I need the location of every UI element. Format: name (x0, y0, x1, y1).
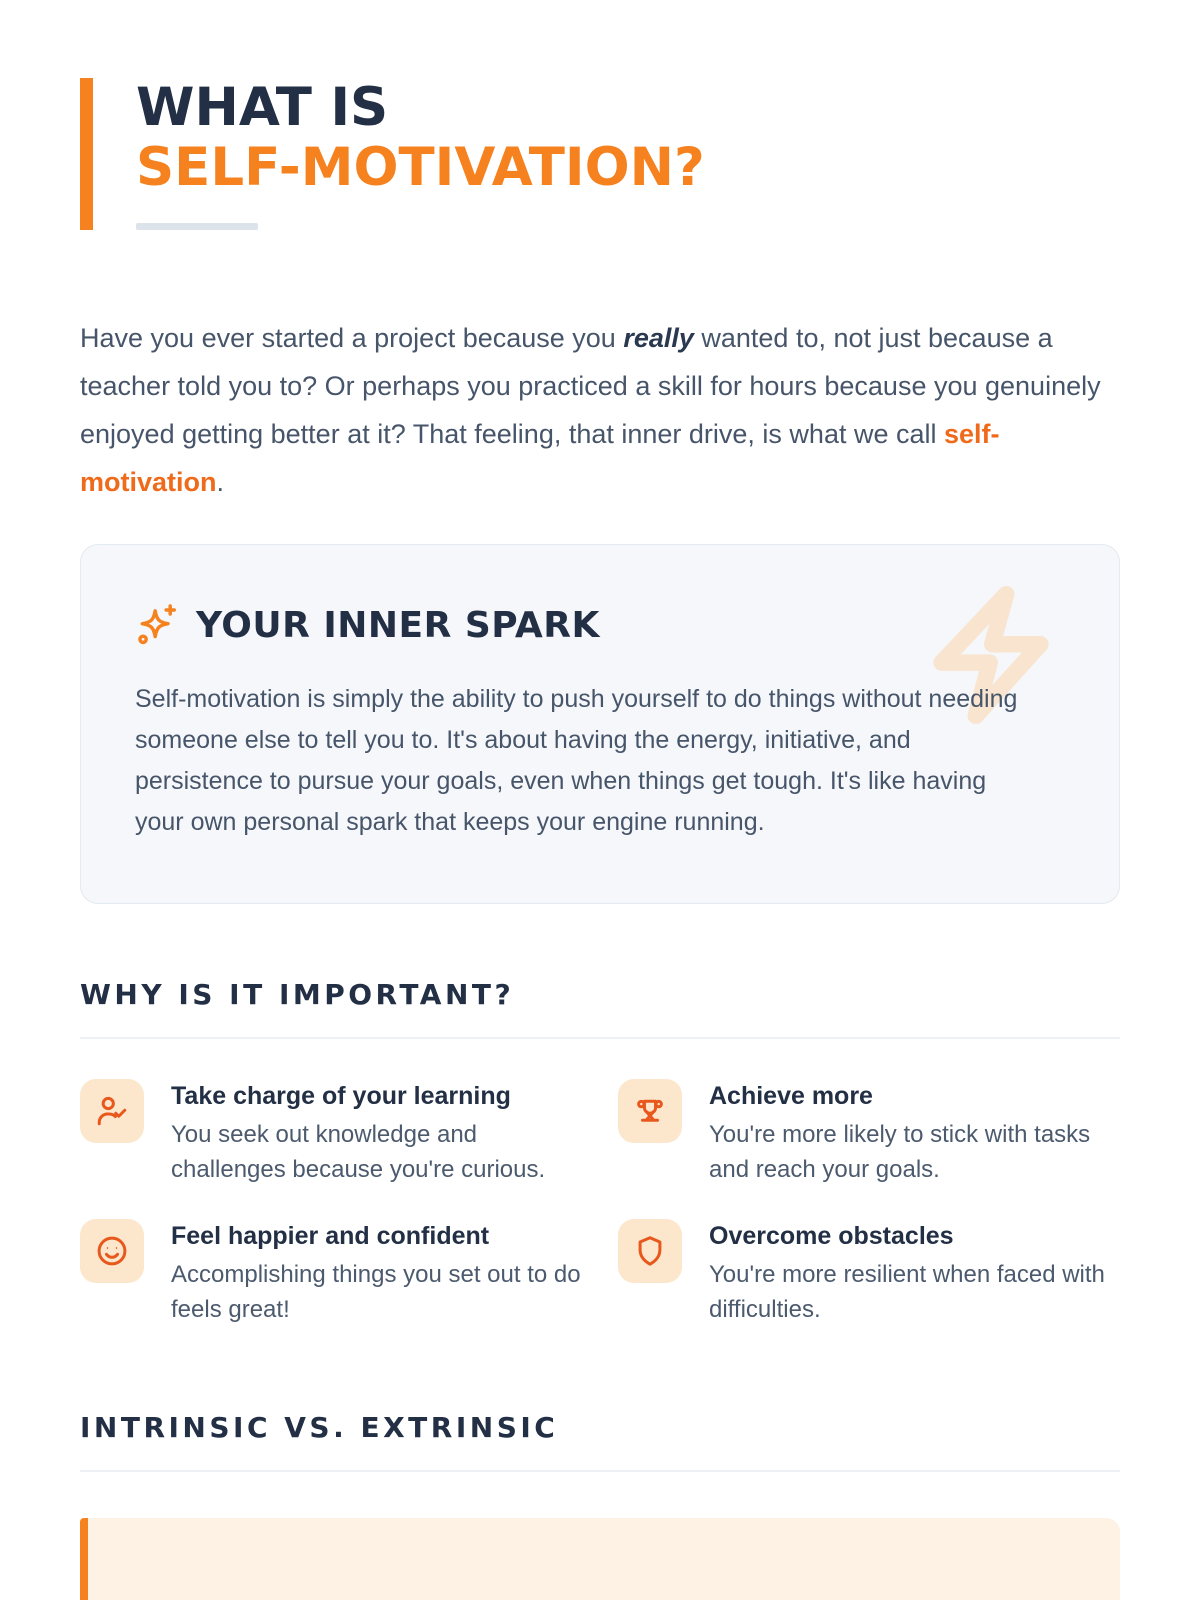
feature-description: You seek out knowledge and challenges be… (171, 1121, 546, 1183)
intro-emphasis: really (623, 323, 694, 353)
feature-title: Take charge of your learning (171, 1082, 511, 1110)
spark-card-title: YOUR INNER SPARK (196, 604, 600, 646)
page-title-line2: SELF-MOTIVATION? (136, 137, 705, 198)
page-title-line1: WHAT IS (136, 77, 389, 138)
feature-icon-tile (618, 1219, 682, 1283)
feature-item-obstacles: Overcome obstacles You're more resilient… (618, 1219, 1120, 1327)
feature-description: You're more resilient when faced with di… (709, 1261, 1105, 1323)
feature-text: Take charge of your learning You seek ou… (171, 1079, 582, 1187)
feature-title: Overcome obstacles (709, 1222, 954, 1250)
spark-card-body: Self-motivation is simply the ability to… (135, 685, 1018, 836)
sparkles-icon (138, 604, 176, 645)
intrinsic-callout-card (80, 1518, 1120, 1600)
smiley-face-icon (97, 1236, 127, 1266)
title-underline (136, 223, 258, 230)
intro-paragraph: Have you ever started a project because … (80, 314, 1120, 506)
section-divider (80, 1470, 1120, 1472)
page-title: WHAT IS SELF-MOTIVATION? (136, 78, 705, 198)
feature-description: Accomplishing things you set out to do f… (171, 1261, 581, 1323)
feature-title: Achieve more (709, 1082, 873, 1110)
intro-text-2: wanted to, not just because a teacher to… (80, 323, 1101, 449)
section-divider (80, 1037, 1120, 1039)
feature-title: Feel happier and confident (171, 1222, 490, 1250)
feature-item-achieve: Achieve more You're more likely to stick… (618, 1079, 1120, 1187)
feature-icon-tile (80, 1219, 144, 1283)
page-header: WHAT IS SELF-MOTIVATION? (80, 78, 1120, 230)
spark-card-header: YOUR INNER SPARK (135, 603, 1065, 647)
inner-spark-card: YOUR INNER SPARK Self-motivation is simp… (80, 544, 1120, 904)
trophy-icon (637, 1099, 663, 1122)
header-text: WHAT IS SELF-MOTIVATION? (136, 78, 705, 230)
feature-icon-tile (618, 1079, 682, 1143)
features-grid: Take charge of your learning You seek ou… (80, 1079, 1120, 1327)
feature-text: Overcome obstacles You're more resilient… (709, 1219, 1120, 1327)
user-check-icon (97, 1096, 127, 1126)
shield-icon (638, 1236, 662, 1266)
section-heading-intrinsic: INTRINSIC VS. EXTRINSIC (80, 1411, 559, 1444)
intro-text-3: . (216, 467, 225, 497)
feature-text: Achieve more You're more likely to stick… (709, 1079, 1120, 1187)
section-heading-importance: WHY IS IT IMPORTANT? (80, 978, 515, 1011)
feature-item-learning: Take charge of your learning You seek ou… (80, 1079, 582, 1187)
feature-text: Feel happier and confident Accomplishing… (171, 1219, 582, 1327)
feature-description: You're more likely to stick with tasks a… (709, 1121, 1091, 1183)
accent-bar (80, 78, 93, 230)
intro-highlight: self-motivation (80, 419, 1000, 497)
intro-text-1: Have you ever started a project because … (80, 323, 624, 353)
lightning-bolt-icon (933, 585, 1049, 725)
feature-item-happier: Feel happier and confident Accomplishing… (80, 1219, 582, 1327)
feature-icon-tile (80, 1079, 144, 1143)
